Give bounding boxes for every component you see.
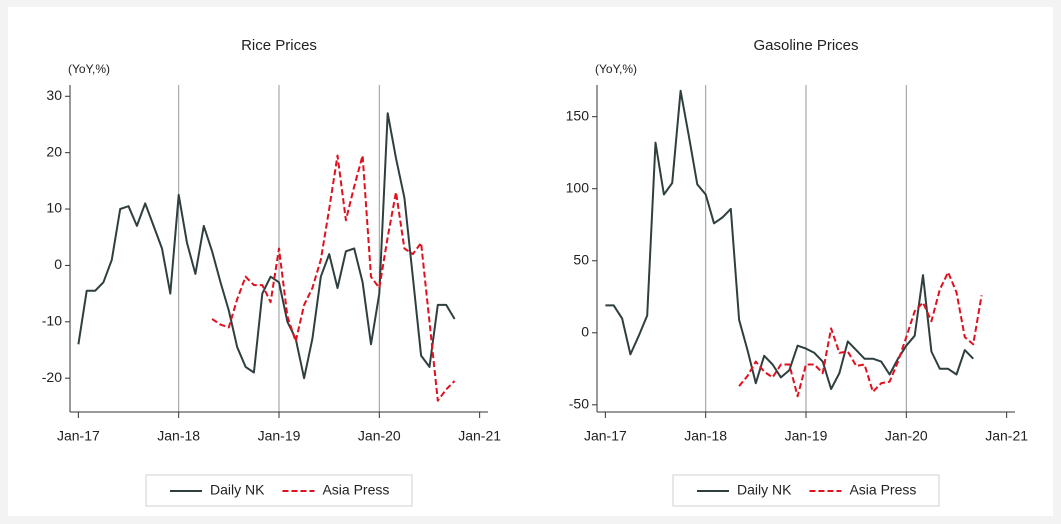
x-tick-label: Jan-17 xyxy=(584,428,627,444)
chart-title: Gasoline Prices xyxy=(753,37,858,54)
x-tick-label: Jan-19 xyxy=(785,428,828,444)
panel-background xyxy=(8,7,1053,516)
x-tick-label: Jan-20 xyxy=(885,428,928,444)
y-tick-label: 0 xyxy=(54,256,62,272)
legend-label: Daily NK xyxy=(737,482,792,498)
x-tick-label: Jan-20 xyxy=(358,428,401,444)
y-tick-label: 150 xyxy=(566,107,590,123)
y-tick-label: -50 xyxy=(569,396,589,412)
line-series xyxy=(738,271,983,398)
x-tick-label: Jan-19 xyxy=(258,428,301,444)
line-series xyxy=(77,112,456,380)
y-axis-label: (YoY,%) xyxy=(68,62,110,76)
legend-label: Asia Press xyxy=(322,482,389,498)
legend-label: Asia Press xyxy=(849,482,916,498)
y-tick-label: 100 xyxy=(566,179,590,195)
x-tick-label: Jan-18 xyxy=(684,428,727,444)
chart-title: Rice Prices xyxy=(241,37,317,54)
y-tick-label: 0 xyxy=(581,323,589,339)
y-axis-label: (YoY,%) xyxy=(595,62,637,76)
x-tick-label: Jan-18 xyxy=(157,428,200,444)
legend-box xyxy=(672,474,940,507)
y-tick-label: -10 xyxy=(42,312,62,328)
legend-label: Daily NK xyxy=(210,482,265,498)
line-series xyxy=(211,154,456,402)
y-tick-label: 50 xyxy=(573,251,589,267)
y-tick-label: 30 xyxy=(46,87,62,103)
x-tick-label: Jan-17 xyxy=(57,428,100,444)
y-tick-label: 20 xyxy=(46,143,62,159)
y-tick-label: -20 xyxy=(42,369,62,385)
x-tick-label: Jan-21 xyxy=(458,428,501,444)
line-series xyxy=(605,89,974,390)
x-tick-label: Jan-21 xyxy=(985,428,1028,444)
y-tick-label: 10 xyxy=(46,200,62,216)
